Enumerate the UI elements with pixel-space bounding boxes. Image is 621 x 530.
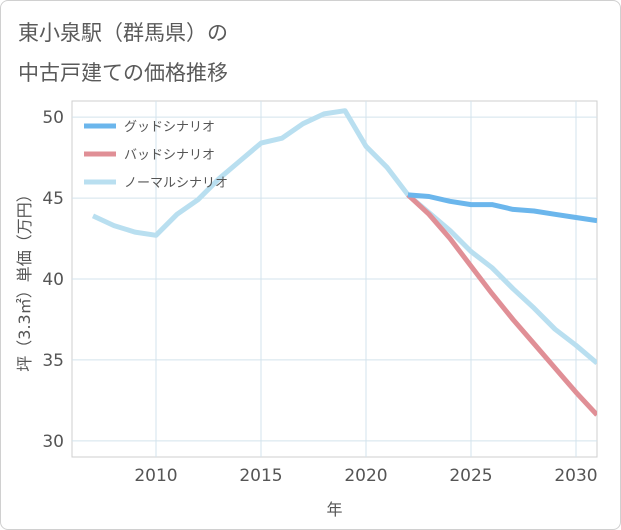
y-tick-label: 35 bbox=[42, 351, 64, 371]
x-tick-label: 2010 bbox=[134, 466, 177, 486]
x-tick-label: 2015 bbox=[239, 466, 282, 486]
series-line bbox=[91, 108, 597, 366]
chart-title-line-1: 東小泉駅（群馬県）の bbox=[18, 21, 228, 45]
chart-title-line-2: 中古戸建ての価格推移 bbox=[18, 61, 228, 85]
y-axis-label: 坪（3.3㎡）単価（万円） bbox=[15, 186, 34, 371]
y-tick-label: 50 bbox=[42, 108, 64, 128]
legend-label: グッドシナリオ bbox=[124, 120, 215, 135]
series-lines bbox=[91, 108, 597, 417]
series-line bbox=[407, 192, 597, 224]
axis-ticks: 2010 2015 2020 2025 2030 30 35 40 45 50 bbox=[42, 108, 597, 486]
y-tick-label: 30 bbox=[42, 432, 64, 452]
grid-lines bbox=[72, 101, 597, 457]
x-tick-label: 2025 bbox=[449, 466, 492, 486]
y-tick-label: 40 bbox=[42, 270, 64, 290]
x-tick-label: 2020 bbox=[344, 466, 387, 486]
x-axis-label: 年 bbox=[326, 500, 342, 519]
chart-title: 東小泉駅（群馬県）の 中古戸建ての価格推移 bbox=[18, 21, 228, 85]
series-line bbox=[406, 193, 597, 417]
y-tick-label: 45 bbox=[42, 189, 64, 209]
legend-label: バッドシナリオ bbox=[124, 148, 215, 163]
x-tick-label: 2030 bbox=[554, 466, 597, 486]
legend-label: ノーマルシナリオ bbox=[124, 176, 228, 191]
